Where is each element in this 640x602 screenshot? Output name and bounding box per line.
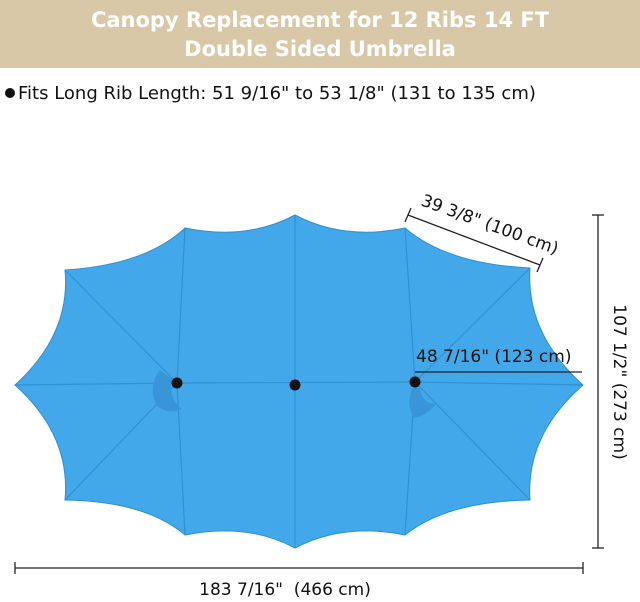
dimension-width: 183 7/16" (466 cm) [14,562,584,600]
hub [409,376,421,388]
title-line: Canopy Replacement for 12 Ribs 14 FT [91,8,550,32]
tie-strap [152,370,182,412]
title-line: Double Sided Umbrella [184,37,456,61]
hub [289,379,301,391]
title-banner [0,0,640,68]
dimension-label: 183 7/16" (466 cm) [199,580,371,600]
tie-strap [409,388,436,418]
rib [414,267,531,383]
bullet [5,88,15,98]
rib [414,381,531,501]
rib [404,227,416,383]
dimension-tick [536,257,544,273]
dimension-label: 48 7/16" (123 cm) [416,347,571,367]
dimension-tick [404,207,412,223]
rib [64,269,178,384]
rib [414,381,584,386]
dimension-half-width: 48 7/16" (123 cm) [415,347,582,373]
dimension-line [407,214,541,266]
rib [176,227,186,384]
umbrella [14,214,584,549]
dimension-label: 107 1/2" (273 cm) [609,304,629,459]
dimension-depth: 107 1/2" (273 cm) [592,214,629,549]
rib [14,382,178,386]
hub [171,377,183,389]
spec-text: Fits Long Rib Length: 51 9/16" to 53 1/8… [18,83,536,104]
